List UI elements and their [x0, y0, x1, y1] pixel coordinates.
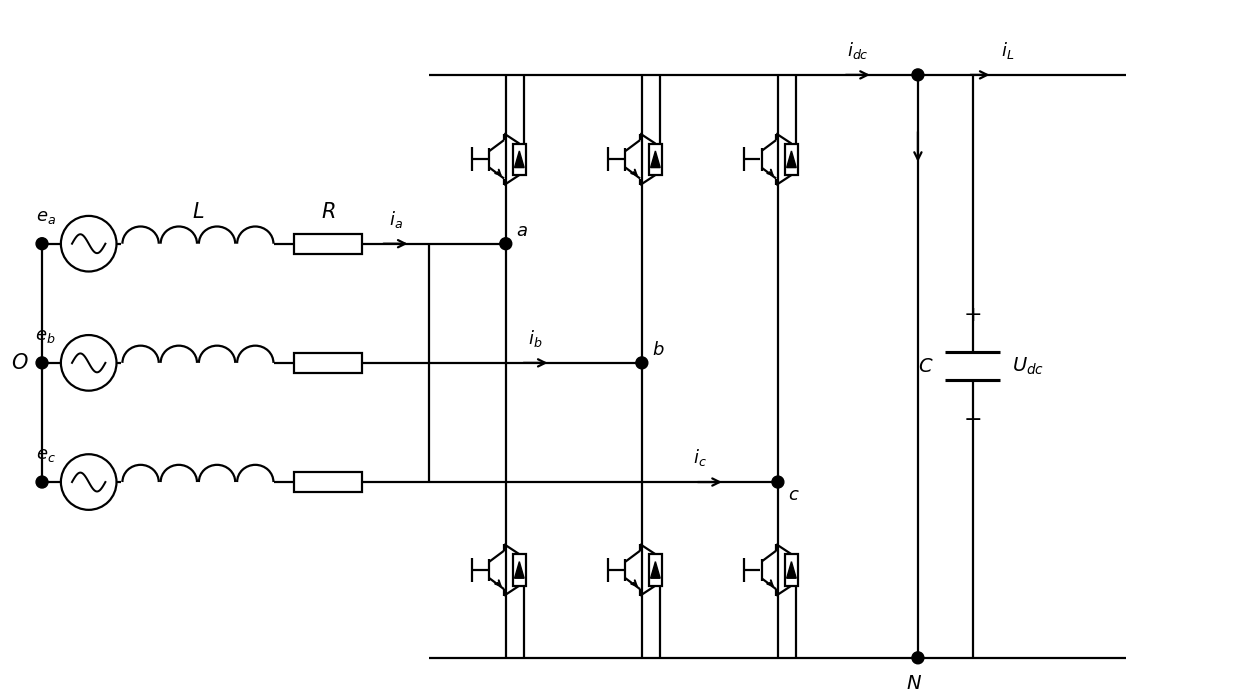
Text: $-$: $-$	[964, 408, 981, 428]
Circle shape	[36, 476, 48, 488]
Text: $i_c$: $i_c$	[693, 447, 706, 468]
Text: $L$: $L$	[192, 202, 204, 222]
Bar	[295, 233, 362, 254]
Text: $C$: $C$	[918, 357, 933, 376]
Circle shape	[912, 69, 924, 81]
Bar	[649, 554, 662, 586]
Circle shape	[36, 238, 48, 250]
Bar	[784, 143, 798, 175]
Text: $i_{dc}$: $i_{dc}$	[847, 40, 869, 61]
Polygon shape	[787, 561, 797, 578]
Bar	[649, 143, 662, 175]
Polygon shape	[650, 151, 660, 168]
Text: $U_{dc}$: $U_{dc}$	[1012, 356, 1044, 377]
Text: $i_L$: $i_L$	[1001, 40, 1014, 61]
Text: $c$: $c$	[788, 486, 799, 504]
Text: $e_c$: $e_c$	[36, 446, 56, 464]
Text: $b$: $b$	[652, 341, 664, 359]
Circle shape	[636, 357, 648, 369]
Text: $+$: $+$	[964, 305, 981, 325]
Text: $i_b$: $i_b$	[528, 328, 543, 349]
Text: $i_a$: $i_a$	[389, 209, 403, 230]
Text: $R$: $R$	[321, 202, 336, 222]
Bar	[784, 554, 798, 586]
Circle shape	[36, 357, 48, 369]
Bar	[295, 353, 362, 373]
Polygon shape	[787, 151, 797, 168]
Polygon shape	[514, 561, 524, 578]
Text: $e_b$: $e_b$	[36, 327, 56, 345]
Text: $N$: $N$	[906, 674, 922, 693]
Polygon shape	[514, 151, 524, 168]
Circle shape	[912, 652, 924, 664]
Polygon shape	[650, 561, 660, 578]
Circle shape	[772, 476, 784, 488]
Bar	[513, 554, 525, 586]
Bar	[295, 472, 362, 492]
Text: $O$: $O$	[11, 353, 28, 373]
Text: $a$: $a$	[515, 222, 528, 240]
Text: $e_a$: $e_a$	[36, 208, 56, 226]
Bar	[513, 143, 525, 175]
Circle shape	[499, 238, 512, 250]
